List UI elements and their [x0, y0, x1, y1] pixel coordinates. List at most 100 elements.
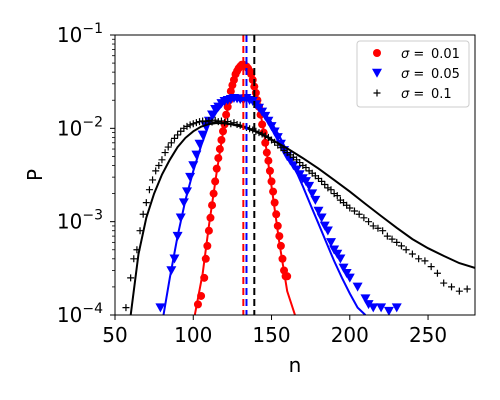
legend-value: 0.01	[431, 47, 460, 62]
legend-entry: σ = 0.1	[373, 87, 452, 102]
data-point	[427, 263, 435, 271]
data-point	[332, 249, 343, 259]
fit-curve	[129, 121, 475, 315]
data-point	[369, 222, 377, 230]
data-point	[363, 300, 374, 310]
x-tick-label: 50	[102, 323, 127, 347]
data-point	[344, 273, 355, 283]
data-point	[383, 232, 391, 240]
data-point	[355, 210, 363, 218]
data-point	[205, 117, 213, 125]
data-point	[455, 287, 463, 295]
y-tick-label: 10−1	[57, 21, 103, 47]
data-point	[346, 204, 354, 212]
data-point	[402, 246, 410, 254]
legend-marker	[372, 68, 382, 78]
data-point	[263, 116, 274, 126]
data-point	[421, 257, 429, 265]
data-point	[374, 224, 382, 232]
data-point	[186, 121, 194, 129]
data-point	[322, 226, 333, 236]
data-point	[368, 303, 379, 313]
data-point	[415, 255, 423, 263]
data-point	[326, 238, 336, 248]
data-point	[164, 143, 172, 151]
data-point	[136, 227, 144, 235]
data-point	[145, 186, 153, 194]
y-tick-label: 10−3	[57, 208, 103, 234]
legend-value: 0.05	[431, 67, 460, 82]
data-point	[313, 206, 324, 216]
data-point	[130, 255, 138, 263]
data-point	[174, 131, 182, 139]
data-point	[260, 111, 271, 121]
data-point	[391, 303, 402, 313]
data-point	[360, 294, 371, 304]
data-point	[139, 210, 147, 218]
data-point	[266, 122, 277, 132]
plot-area	[122, 35, 475, 315]
data-point	[316, 213, 327, 223]
data-point	[327, 186, 335, 194]
x-tick-label: 150	[252, 323, 290, 347]
data-point	[152, 167, 160, 175]
data-point	[169, 254, 180, 264]
data-point	[360, 214, 368, 222]
x-tick-label: 250	[409, 323, 447, 347]
data-point	[142, 199, 150, 207]
data-point	[408, 250, 416, 258]
data-point	[196, 118, 204, 126]
data-point	[202, 118, 210, 126]
data-point	[272, 133, 283, 143]
legend-entry: σ = 0.05	[372, 67, 460, 82]
data-point	[341, 269, 352, 279]
series-3	[122, 116, 475, 315]
data-point	[122, 304, 130, 312]
data-point	[383, 306, 394, 315]
x-tick-label: 200	[331, 323, 369, 347]
data-point	[170, 134, 178, 142]
data-point	[393, 238, 401, 246]
y-axis-label: P	[23, 169, 47, 181]
x-tick-label: 100	[174, 323, 212, 347]
data-point	[448, 283, 456, 291]
legend: σ = 0.01 σ = 0.05 σ = 0.1	[356, 40, 470, 108]
data-point	[338, 263, 349, 273]
data-point	[127, 274, 135, 282]
data-point	[319, 221, 330, 231]
data-point	[321, 181, 329, 189]
plot-frame	[114, 34, 476, 316]
data-point	[333, 192, 341, 200]
data-point	[285, 156, 296, 166]
data-point	[379, 227, 387, 235]
legend-symbol: σ =	[401, 67, 424, 82]
data-point	[269, 127, 280, 137]
data-point	[388, 235, 396, 243]
axes: 50 100 150 200 250 10−4 10−3 10−2 10−1 n P	[23, 21, 476, 377]
data-point	[158, 156, 166, 164]
data-point	[352, 282, 363, 292]
legend-entry: σ = 0.01	[373, 47, 460, 62]
data-point	[350, 207, 358, 215]
data-point	[155, 161, 163, 169]
data-point	[177, 127, 185, 135]
legend-box	[356, 40, 470, 108]
data-point	[307, 189, 318, 199]
legend-value: 0.1	[431, 87, 452, 102]
fit-curve	[162, 97, 367, 315]
data-point	[300, 177, 311, 187]
data-point	[183, 122, 191, 130]
data-point	[440, 279, 448, 287]
series-1	[193, 60, 296, 315]
data-point	[335, 254, 346, 264]
data-point	[318, 177, 326, 185]
data-point	[365, 218, 373, 226]
x-axis-label: n	[289, 353, 302, 377]
data-point	[376, 303, 387, 313]
data-point	[192, 119, 200, 127]
data-point	[304, 181, 315, 191]
legend-symbol: σ =	[401, 87, 424, 102]
legend-symbol: σ =	[401, 47, 424, 62]
data-point	[189, 120, 197, 128]
